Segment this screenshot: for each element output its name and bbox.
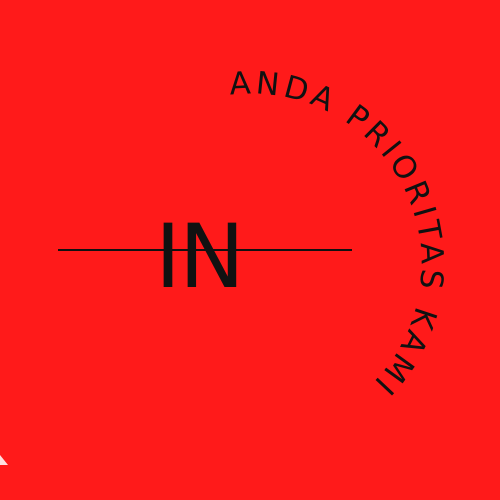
strike-line [58,249,352,251]
tagline-text: ANDA PRIORITAS KAMI [228,65,449,404]
corner-mark [0,455,8,465]
monogram: IN [155,205,245,308]
tagline-textpath: ANDA PRIORITAS KAMI [228,65,445,404]
